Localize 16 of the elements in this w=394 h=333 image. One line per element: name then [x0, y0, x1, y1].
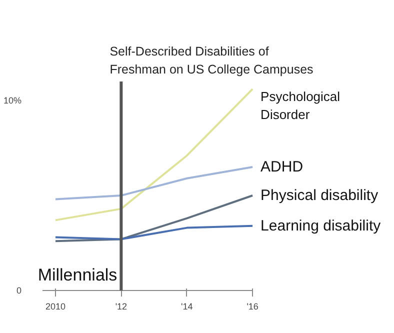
x-tick-label: '12 — [115, 302, 128, 312]
chart-title: Self-Described Disabilities of Freshman on US College Campuses — [110, 44, 314, 76]
line-series — [54, 88, 254, 222]
x-tick-label: 2010 — [45, 302, 66, 312]
y-tick-label: 10% — [3, 96, 22, 106]
y-tick-label: 0 — [16, 286, 22, 296]
ref-line-label: Millennials — [38, 266, 118, 284]
line-series — [54, 224, 254, 240]
series-label: Learning disability — [260, 217, 382, 234]
series-label: ADHD — [260, 158, 304, 176]
series-label: Physical disability — [260, 187, 379, 204]
series-label: Psychological Disorder — [260, 89, 340, 122]
line-series — [54, 166, 254, 200]
x-tick-label: '14 — [181, 302, 193, 312]
x-tick-label: '16 — [246, 302, 258, 312]
line-series — [54, 194, 254, 242]
